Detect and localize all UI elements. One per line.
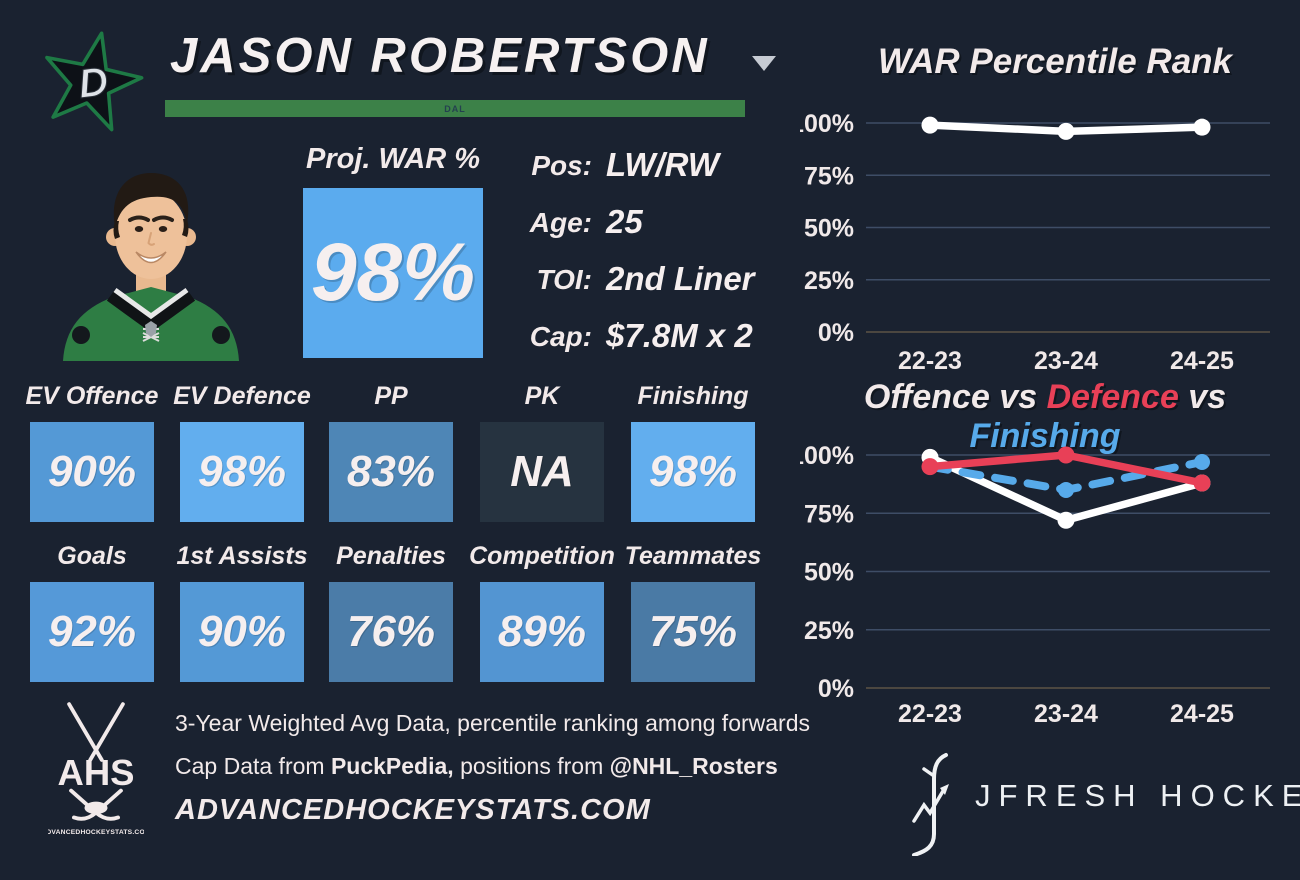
stat-value-pp: 83% [346,447,436,496]
jfresh-logo-text: JFRESH HOCKEY [975,778,1300,813]
team-abbrev: DAL [444,103,466,114]
stat-label-pp: PP [374,382,408,410]
stat-box-ev-offence: 90% [30,422,154,522]
svg-text:75%: 75% [804,500,854,528]
position-value: LW/RW [606,146,720,183]
info-row-toi: TOI: 2nd Liner [500,260,790,304]
odf-title-vs: vs [1178,378,1227,416]
info-row-position: Pos: LW/RW [500,146,790,190]
chevron-down-icon[interactable] [752,56,776,71]
stat-value-penalties: 76% [346,607,436,656]
stat-value-1st-assists: 90% [197,607,287,656]
jfresh-logo-icon [912,753,949,856]
svg-text:22-23: 22-23 [898,347,962,375]
stat-box-teammates: 75% [631,582,755,682]
info-row-age: Age: 25 [500,203,790,247]
age-label: Age: [529,207,592,238]
odf-title-finishing: Finishing [969,417,1121,455]
proj-war-label: Proj. WAR % [305,143,480,175]
odf-title-vs: vs [989,378,1047,416]
stat-box-goals: 92% [30,582,154,682]
stat-box-pk: NA [480,422,604,522]
position-label: Pos: [531,150,592,181]
odf-chart-title: Offence vs Defence vs Finishing [795,378,1295,456]
svg-text:D: D [76,58,111,107]
stat-value-ev-offence: 90% [47,447,137,496]
stat-label-1st-assists: 1st Assists [176,542,308,570]
age-value: 25 [606,203,643,240]
proj-war-value: 98% [310,227,476,318]
stat-box-pp: 83% [329,422,453,522]
stat-value-finishing: 98% [648,447,738,496]
odf-title-defence: Defence [1046,378,1179,416]
war-chart-title: WAR Percentile Rank [878,42,1232,81]
cap-label: Cap: [529,321,592,352]
info-row-cap: Cap: $7.8M x 2 [500,317,790,361]
svg-text:0%: 0% [818,675,854,703]
svg-text:75%: 75% [804,162,854,190]
ahs-logo-icon: AHS ADVANCEDHOCKEYSTATS.COM [48,702,144,836]
stat-value-competition: 89% [497,607,587,656]
cap-value: $7.8M x 2 [606,317,753,354]
stat-label-competition: Competition [469,542,615,570]
stat-value-pk: NA [510,447,574,496]
stat-value-ev-defence: 98% [197,447,287,496]
team-color-bar: DAL [165,100,745,117]
stat-label-pk: PK [524,382,560,410]
stat-label-ev-defence: EV Defence [173,382,311,410]
stat-box-finishing: 98% [631,422,755,522]
footer-source-text: Cap Data from [175,753,331,779]
footer-note-sources: Cap Data from PuckPedia, positions from … [175,753,778,780]
stat-label-goals: Goals [57,542,127,570]
svg-text:50%: 50% [804,215,854,243]
svg-text:100%: 100% [800,442,854,470]
player-headshot [63,173,239,361]
svg-text:25%: 25% [804,617,854,645]
footer-note-data: 3-Year Weighted Avg Data, percentile ran… [175,710,811,736]
player-name[interactable]: JASON ROBERTSON [170,29,710,83]
stat-box-competition: 89% [480,582,604,682]
stat-label-teammates: Teammates [624,542,762,570]
toi-value: 2nd Liner [606,260,755,297]
stat-value-goals: 92% [47,607,137,656]
svg-text:25%: 25% [804,267,854,295]
footer-source-nhl-rosters: @NHL_Rosters [609,753,778,779]
stat-box-1st-assists: 90% [180,582,304,682]
svg-text:100%: 100% [800,110,854,138]
toi-label: TOI: [536,264,592,295]
svg-text:22-23: 22-23 [898,700,962,728]
odf-title-offence: Offence [863,378,990,416]
svg-text:50%: 50% [804,559,854,587]
footer-source-text: positions from [453,753,610,779]
stat-box-ev-defence: 98% [180,422,304,522]
stat-label-penalties: Penalties [336,542,446,570]
svg-text:23-24: 23-24 [1034,700,1098,728]
stat-box-penalties: 76% [329,582,453,682]
svg-text:0%: 0% [818,319,854,347]
footer-website: ADVANCEDHOCKEYSTATS.COM [175,794,651,826]
stat-label-finishing: Finishing [637,382,749,410]
ahs-logo-text: AHS [58,752,135,793]
footer-source-puckpedia: PuckPedia, [330,753,454,779]
ahs-logo-subtext: ADVANCEDHOCKEYSTATS.COM [48,829,144,836]
svg-text:23-24: 23-24 [1034,347,1098,375]
svg-text:24-25: 24-25 [1170,347,1234,375]
proj-war-box: 98% [303,188,483,358]
stat-label-ev-offence: EV Offence [25,382,159,410]
stat-value-teammates: 75% [648,607,738,656]
war-percentile-chart: 100% 75% 50% 25% 0% 22-23 23-24 24-25 [800,110,1270,375]
svg-text:24-25: 24-25 [1170,700,1234,728]
offence-defence-finishing-chart: 100% 75% 50% 25% 0% 22-23 23-24 24-25 [800,442,1270,728]
team-logo-dallas-stars-icon: D [45,31,144,132]
